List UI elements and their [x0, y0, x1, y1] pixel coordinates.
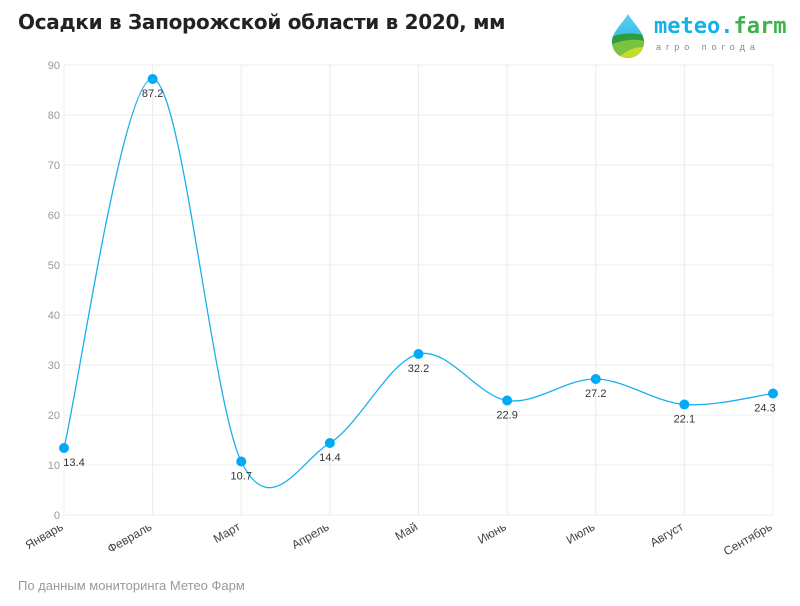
y-tick-label: 40	[48, 310, 60, 322]
y-tick-label: 30	[48, 360, 60, 372]
y-tick-label: 90	[48, 60, 60, 72]
x-tick-label: Январь	[23, 519, 66, 552]
data-label: 14.4	[319, 452, 340, 464]
y-tick-label: 50	[48, 260, 60, 272]
y-tick-label: 20	[48, 410, 60, 422]
data-label: 24.3	[754, 403, 775, 415]
data-point	[324, 438, 335, 448]
data-point	[679, 399, 690, 410]
data-point	[413, 349, 424, 359]
y-tick-label: 80	[48, 110, 60, 122]
data-point	[147, 74, 158, 84]
data-point	[59, 443, 69, 453]
data-point	[502, 395, 513, 406]
x-tick-label: Май	[393, 519, 420, 543]
x-tick-label: Август	[648, 519, 687, 549]
source-note: По данным мониторинга Метео Фарм	[18, 578, 245, 593]
data-label: 32.2	[408, 363, 429, 375]
logo-name-accent: farm	[733, 14, 787, 39]
logo-name-main: meteo.	[654, 14, 734, 39]
logo-name: meteo.farm	[654, 14, 786, 39]
x-tick-label: Июль	[564, 519, 598, 546]
meteo-farm-logo: meteo.farm агро погода	[608, 12, 788, 58]
data-point	[590, 374, 601, 384]
data-label: 13.4	[63, 457, 84, 469]
data-label: 22.9	[496, 410, 517, 422]
x-tick-label: Июнь	[475, 519, 508, 546]
logo-tagline: агро погода	[656, 42, 760, 52]
x-tick-label: Сентябрь	[721, 519, 775, 558]
y-tick-label: 60	[48, 210, 60, 222]
y-tick-label: 0	[54, 510, 60, 522]
x-tick-label: Апрель	[289, 519, 331, 551]
x-tick-label: Март	[211, 519, 243, 546]
data-point	[236, 456, 247, 467]
data-label: 87.2	[142, 88, 163, 100]
data-label: 22.1	[674, 414, 695, 426]
x-tick-label: Февраль	[105, 519, 154, 556]
chart-title: Осадки в Запорожской области в 2020, мм	[18, 10, 506, 34]
drop-logo-icon	[612, 14, 644, 58]
y-tick-label: 10	[48, 460, 60, 472]
y-tick-label: 70	[48, 160, 60, 172]
data-point	[768, 388, 778, 399]
data-label: 10.7	[231, 471, 252, 483]
data-label: 27.2	[585, 388, 606, 400]
